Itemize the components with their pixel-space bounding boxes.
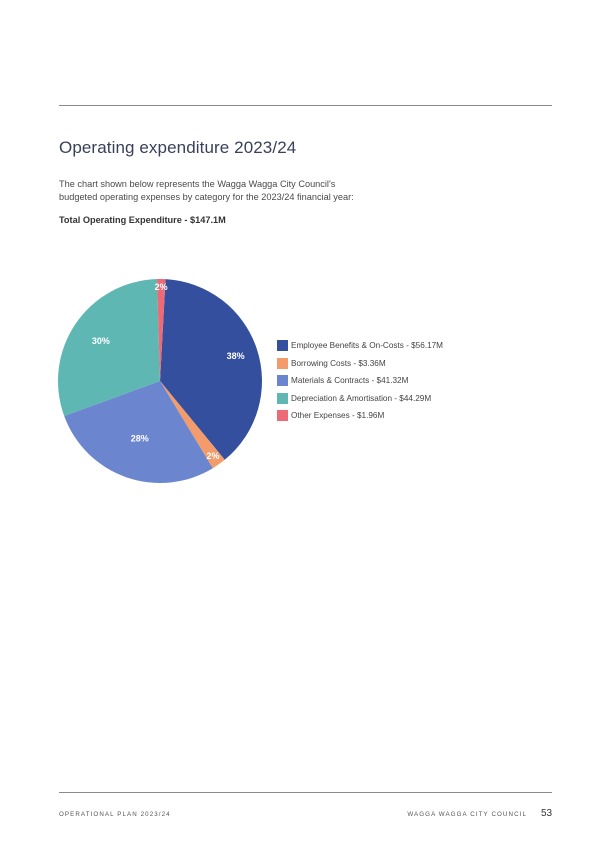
legend-label: Employee Benefits & On-Costs - $56.17M <box>291 341 443 350</box>
legend-item-borrowing-costs: Borrowing Costs - $3.36M <box>277 357 443 369</box>
intro-line-1: The chart shown below represents the Wag… <box>59 179 336 189</box>
legend-item-other-expenses: Other Expenses - $1.96M <box>277 410 443 421</box>
page-number: 53 <box>541 808 553 819</box>
legend-item-employee-benefits: Employee Benefits & On-Costs - $56.17M <box>277 340 443 351</box>
legend-label: Depreciation & Amortisation - $44.29M <box>291 393 432 403</box>
chart-legend: Employee Benefits & On-Costs - $56.17M Bo… <box>277 340 443 428</box>
legend-swatch <box>277 392 288 404</box>
intro-line-2: budgeted operating expenses by category … <box>59 191 354 202</box>
bottom-divider <box>59 792 552 793</box>
pie-label-borrowing-costs: 2% <box>207 451 220 461</box>
legend-label: Materials & Contracts - $41.32M <box>291 376 409 385</box>
pie-label-depreciation-amortisation: 30% <box>92 336 110 346</box>
chart-subheading: Total Operating Expenditure - $147.1M <box>59 215 226 225</box>
footer-document-title: OPERATIONAL PLAN 2023/24 <box>59 811 171 818</box>
pie-label-other-expenses: 2% <box>155 282 168 292</box>
pie-slice-borrowing-costs <box>160 381 225 469</box>
legend-item-depreciation-amortisation: Depreciation & Amortisation - $44.29M <box>277 392 443 404</box>
legend-label: Other Expenses - $1.96M <box>291 411 385 420</box>
pie-label-employee-benefits: 38% <box>227 351 245 361</box>
pie-label-materials-contracts: 28% <box>131 434 149 444</box>
intro-paragraph: The chart shown below represents the Wag… <box>59 178 389 203</box>
legend-swatch <box>277 340 288 351</box>
pie-slice-other-expenses <box>157 279 166 381</box>
pie-slice-materials-contracts <box>64 381 213 483</box>
top-divider <box>59 105 552 106</box>
pie-slice-employee-benefits <box>160 279 262 460</box>
legend-swatch <box>277 410 288 421</box>
legend-swatch <box>277 375 288 386</box>
page-title: Operating expenditure 2023/24 <box>59 138 297 157</box>
footer-council-name: WAGGA WAGGA CITY COUNCIL <box>407 811 527 818</box>
legend-item-materials-contracts: Materials & Contracts - $41.32M <box>277 375 443 386</box>
legend-swatch <box>277 357 288 369</box>
legend-label: Borrowing Costs - $3.36M <box>291 358 386 368</box>
pie-slice-depreciation-amortisation <box>57 279 161 417</box>
